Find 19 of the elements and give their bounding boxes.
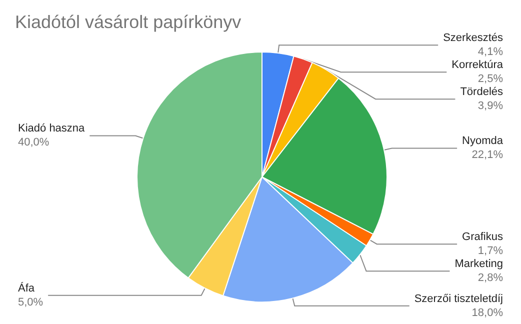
data-label: 5,0%: [18, 296, 44, 308]
slice-label: Nyomda: [462, 135, 504, 148]
slice-label: Szerkesztés: [443, 32, 504, 44]
data-label: 40,0%: [18, 136, 50, 149]
data-label: 4,1%: [478, 46, 504, 58]
slice-label: Szerzői tiszteletdíj: [414, 292, 503, 305]
data-label: 2,5%: [478, 73, 504, 86]
slice-label: Áfa: [18, 281, 36, 294]
data-label: 22,1%: [472, 149, 504, 162]
chart-title: Kiadótól vásárolt papírkönyv: [15, 12, 242, 32]
slice-label: Grafikus: [462, 231, 504, 244]
data-label: 3,9%: [478, 100, 504, 112]
slice-label: Marketing: [454, 258, 503, 270]
slice-label: Kiadó haszna: [18, 122, 86, 135]
slice-label: Korrektúra: [452, 59, 504, 72]
data-label: 2,8%: [478, 272, 504, 284]
data-label: 1,7%: [478, 245, 504, 258]
slice-label: Tördelés: [460, 86, 504, 98]
data-label: 18,0%: [472, 306, 504, 319]
